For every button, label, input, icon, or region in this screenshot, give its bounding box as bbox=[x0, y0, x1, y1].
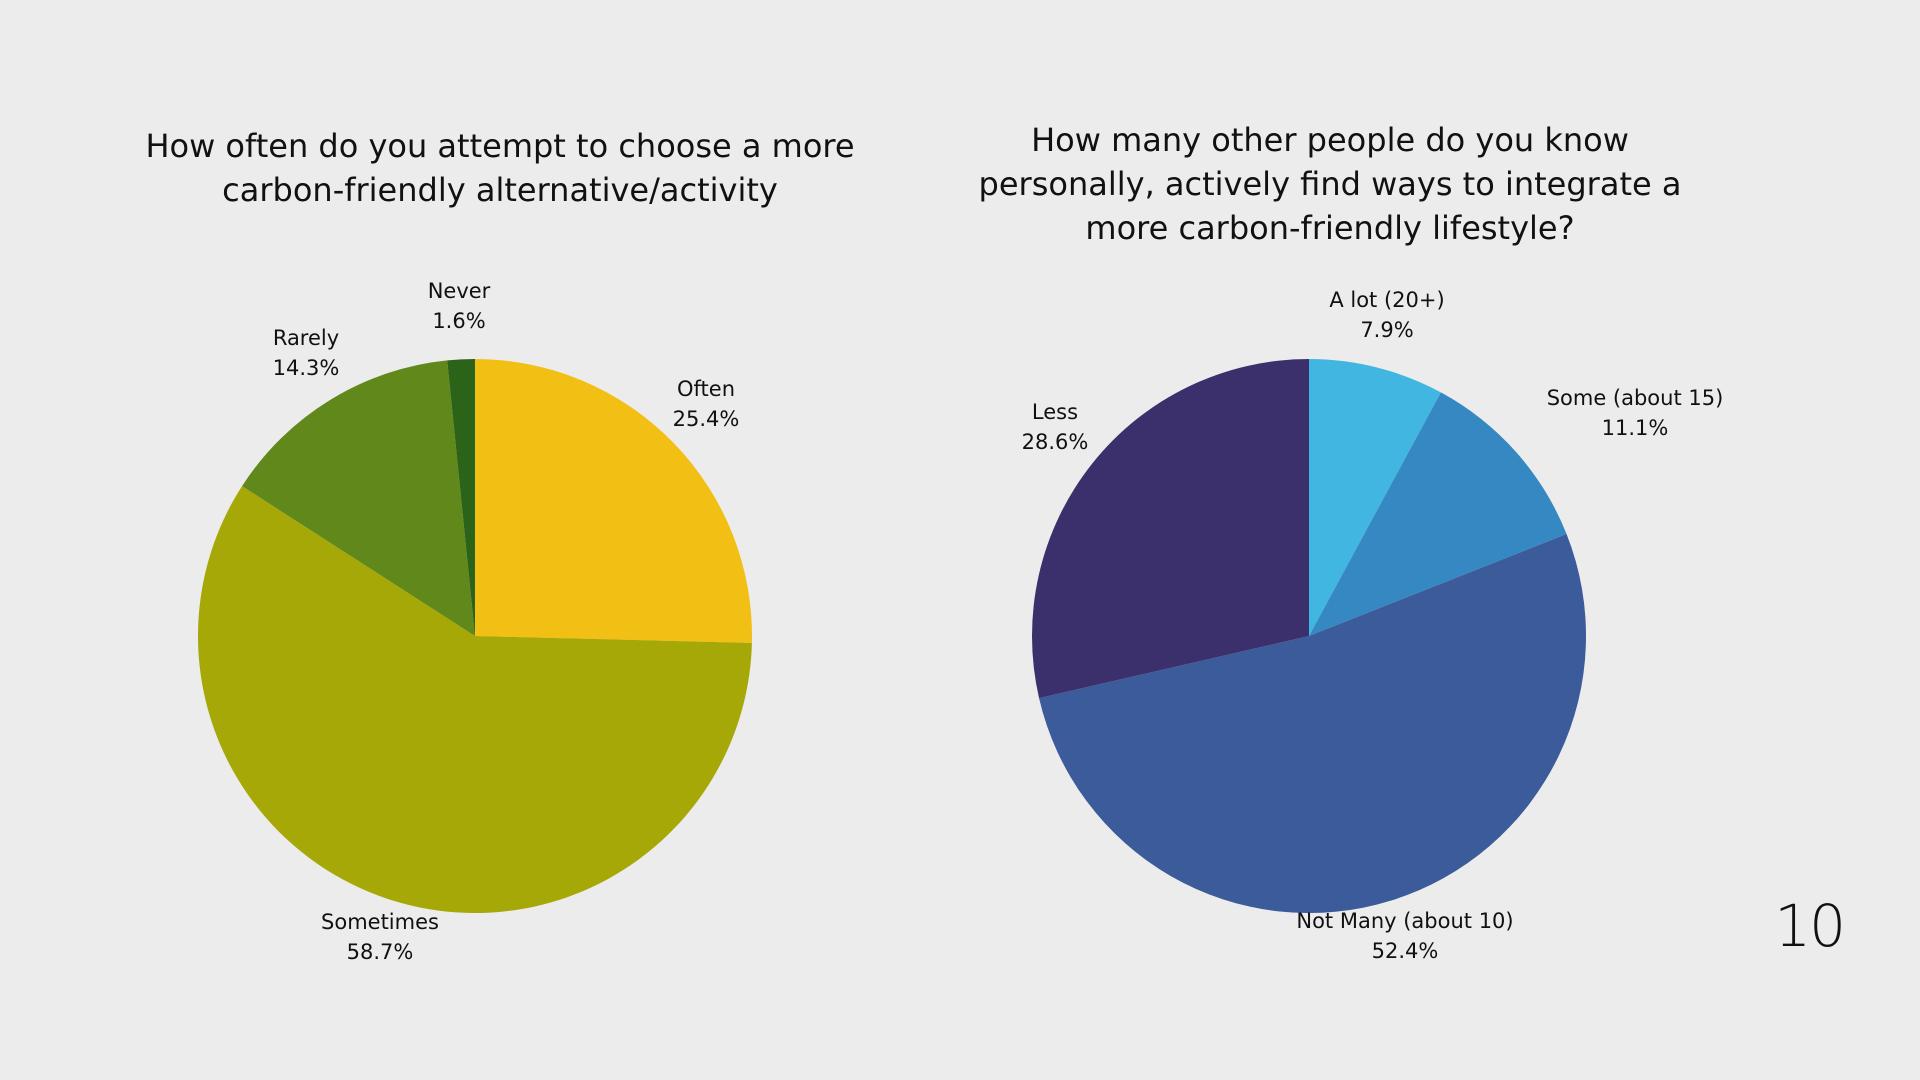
slice-label-not-many-about-10: Not Many (about 10) bbox=[1296, 909, 1513, 933]
pie-slice-some-about-15 bbox=[1309, 392, 1567, 636]
pie-slice-never bbox=[447, 359, 475, 636]
slice-value-some-about-15: 11.1% bbox=[1602, 416, 1669, 440]
pie-chart-carbon-choice: Often 25.4% Sometimes 58.7% Rarely 14.3% Never… bbox=[197, 279, 752, 964]
pie-slice-often bbox=[475, 359, 752, 643]
slice-label-some-about-15: Some (about 15) bbox=[1547, 386, 1724, 410]
slice-label-sometimes: Sometimes bbox=[321, 910, 439, 934]
pie-slice-less bbox=[1032, 359, 1309, 699]
pie-slice-sometimes bbox=[197, 486, 752, 914]
slice-value-a-lot-20: 7.9% bbox=[1360, 318, 1413, 342]
pie-slice-rarely bbox=[242, 360, 475, 636]
pie-slice-not-many-about-10 bbox=[1039, 534, 1587, 914]
chart-title-people-known: How many other people do you know person… bbox=[978, 121, 1682, 247]
slice-value-often: 25.4% bbox=[673, 407, 740, 431]
slice-label-less: Less bbox=[1032, 400, 1078, 424]
slice-label-often: Often bbox=[677, 377, 735, 401]
pie-chart-people-known: A lot (20+) 7.9% Some (about 15) 11.1% Not M… bbox=[1022, 288, 1724, 963]
page-number: 10 bbox=[1774, 892, 1846, 960]
slice-label-never: Never bbox=[428, 279, 491, 303]
slice-value-rarely: 14.3% bbox=[273, 356, 340, 380]
slice-label-a-lot-20: A lot (20+) bbox=[1329, 288, 1444, 312]
chart-title-carbon-choice: How often do you attempt to choose a mor… bbox=[145, 127, 855, 209]
slice-value-less: 28.6% bbox=[1022, 430, 1089, 454]
slice-label-rarely: Rarely bbox=[273, 326, 339, 350]
pie-slice-a-lot-20 bbox=[1309, 359, 1441, 636]
slice-value-not-many-about-10: 52.4% bbox=[1372, 939, 1439, 963]
slice-value-never: 1.6% bbox=[432, 309, 485, 333]
slice-value-sometimes: 58.7% bbox=[347, 940, 414, 964]
